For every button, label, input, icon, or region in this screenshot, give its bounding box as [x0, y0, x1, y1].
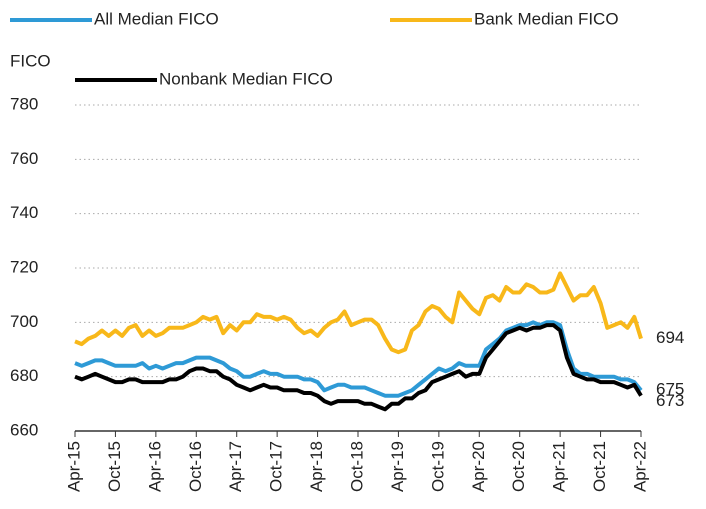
legend-label: Nonbank Median FICO	[159, 69, 333, 88]
x-tick-label: Oct-19	[428, 441, 447, 492]
y-tick-label: 780	[10, 94, 38, 113]
y-tick-label: 760	[10, 149, 38, 168]
x-tick-label: Oct-15	[105, 441, 124, 492]
end-value-label: 694	[656, 328, 684, 347]
x-tick-label: Oct-18	[347, 441, 366, 492]
x-tick-label: Apr-21	[550, 441, 569, 492]
x-tick-label: Apr-18	[307, 441, 326, 492]
series-line	[74, 320, 643, 398]
y-tick-label: 660	[10, 420, 38, 439]
y-axis-label: FICO	[10, 51, 51, 70]
x-tick-label: Apr-22	[630, 441, 649, 492]
x-tick-label: Oct-16	[186, 441, 205, 492]
x-tick-label: Apr-20	[469, 441, 488, 492]
x-tick-label: Apr-15	[64, 441, 83, 492]
end-value-label: 673	[656, 391, 684, 410]
y-tick-label: 740	[10, 203, 38, 222]
legend-label: Bank Median FICO	[474, 9, 619, 28]
x-tick-label: Apr-17	[226, 441, 245, 492]
series-line	[74, 271, 643, 355]
x-tick-label: Oct-20	[509, 441, 528, 492]
series-line	[74, 323, 643, 412]
y-tick-label: 700	[10, 312, 38, 331]
end-value-label: 675	[656, 380, 684, 399]
x-tick-label: Oct-21	[590, 441, 609, 492]
legend-label: All Median FICO	[94, 9, 219, 28]
x-tick-label: Apr-16	[145, 441, 164, 492]
y-tick-label: 680	[10, 366, 38, 385]
x-tick-label: Apr-19	[388, 441, 407, 492]
x-tick-label: Oct-17	[267, 441, 286, 492]
y-tick-label: 720	[10, 257, 38, 276]
